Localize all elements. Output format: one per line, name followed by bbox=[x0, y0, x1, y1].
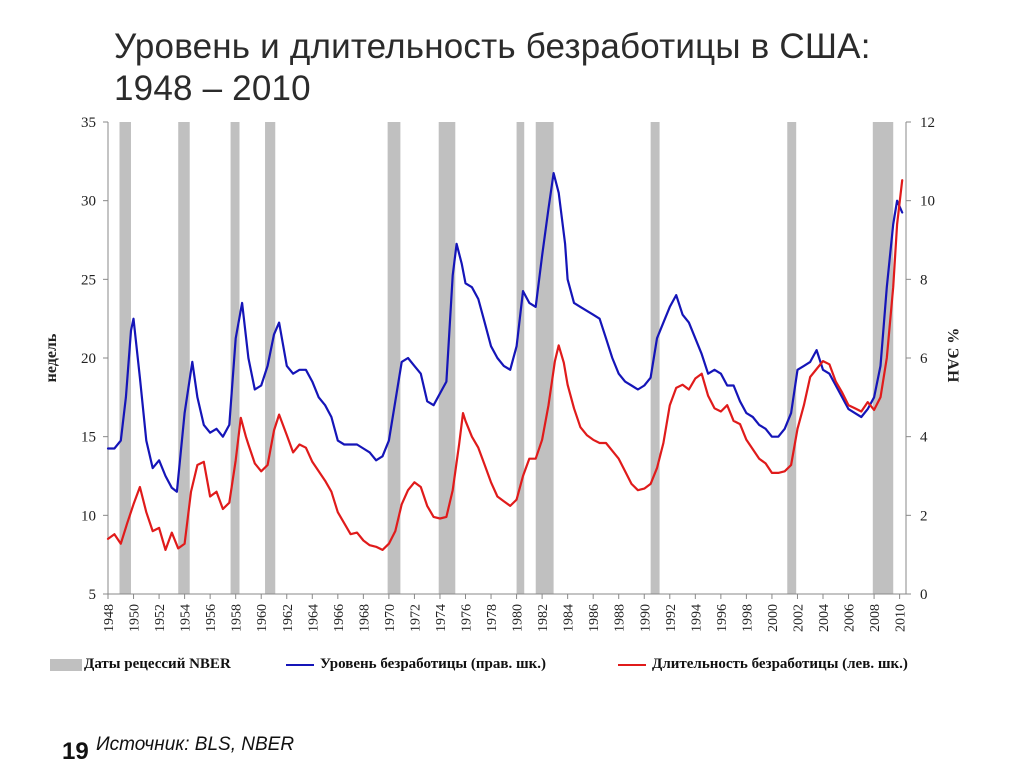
x-tick-label: 2000 bbox=[766, 604, 781, 632]
right-tick-label: 8 bbox=[920, 272, 928, 288]
x-tick-label: 1952 bbox=[153, 604, 168, 632]
title-line-1: Уровень и длительность безработицы в США… bbox=[114, 27, 871, 66]
title-line-2: 1948 – 2010 bbox=[114, 69, 311, 108]
left-tick-label: 5 bbox=[89, 587, 97, 603]
duration-swatch bbox=[618, 663, 646, 666]
left-tick-label: 15 bbox=[81, 430, 96, 446]
x-tick-label: 1986 bbox=[587, 604, 602, 632]
x-tick-label: 1966 bbox=[332, 604, 347, 632]
recession-band-7 bbox=[535, 122, 554, 594]
left-tick-label: 25 bbox=[81, 272, 96, 288]
unemployment-duration-line bbox=[106, 179, 904, 551]
right-axis-title: % ЭАН bbox=[944, 328, 961, 383]
x-tick-label: 1960 bbox=[255, 604, 270, 632]
left-tick-label: 35 bbox=[81, 115, 96, 131]
recession-swatch bbox=[50, 658, 82, 671]
recession-band-1 bbox=[178, 122, 190, 594]
x-tick-label: 1978 bbox=[485, 604, 500, 632]
x-tick-label: 1976 bbox=[460, 604, 475, 632]
page-number: 19 bbox=[62, 738, 89, 765]
left-tick-label: 30 bbox=[81, 194, 96, 210]
x-tick-label: 1982 bbox=[536, 604, 551, 632]
recession-band-10 bbox=[872, 122, 894, 594]
x-tick-label: 1996 bbox=[715, 604, 730, 632]
x-tick-label: 1988 bbox=[613, 604, 628, 632]
recession-band-0 bbox=[119, 122, 131, 594]
x-tick-label: 2008 bbox=[868, 604, 883, 632]
legend-duration-label: Длительность безработицы (лев. шк.) bbox=[652, 656, 908, 672]
x-tick-label: 1990 bbox=[638, 604, 653, 632]
x-tick-label: 1962 bbox=[281, 604, 296, 632]
right-tick-label: 2 bbox=[920, 508, 928, 524]
x-tick-label: 1992 bbox=[664, 604, 679, 632]
x-tick-label: 1970 bbox=[383, 604, 398, 632]
x-tick-label: 1994 bbox=[689, 604, 704, 632]
x-tick-label: 2004 bbox=[817, 604, 832, 632]
x-tick-label: 1998 bbox=[740, 604, 755, 632]
slide-title: Уровень и длительность безработицы в США… bbox=[114, 26, 871, 110]
x-tick-label: 1948 bbox=[102, 604, 117, 632]
x-tick-label: 1964 bbox=[306, 604, 321, 632]
left-tick-label: 20 bbox=[81, 351, 96, 367]
legend-rate-label: Уровень безработицы (прав. шк.) bbox=[320, 656, 547, 672]
recession-band-9 bbox=[787, 122, 797, 594]
x-tick-label: 1980 bbox=[511, 604, 526, 632]
slide-footer: 19 Источник: BLS, NBER bbox=[62, 734, 462, 765]
x-tick-label: 1974 bbox=[434, 604, 449, 632]
left-tick-label: 10 bbox=[81, 508, 96, 524]
legend-item-recession: Даты рецессий NBER bbox=[50, 656, 231, 673]
recession-band-8 bbox=[650, 122, 660, 594]
legend-item-rate: Уровень безработицы (прав. шк.) bbox=[286, 656, 546, 673]
x-tick-label: 1984 bbox=[562, 604, 577, 632]
right-tick-label: 6 bbox=[920, 351, 928, 367]
right-tick-label: 10 bbox=[920, 194, 935, 210]
legend-recession-label: Даты рецессий NBER bbox=[84, 656, 231, 672]
unemployment-chart: 5 10 15 20 25 30 35 0 2 4 6 8 10 12 1948 1950 1952 1954 19… bbox=[43, 115, 961, 632]
unemployment-rate-line bbox=[106, 172, 904, 493]
right-tick-label: 12 bbox=[920, 115, 935, 131]
x-tick-label: 2006 bbox=[843, 604, 858, 632]
x-tick-label: 2002 bbox=[791, 604, 806, 632]
rate-swatch bbox=[286, 663, 314, 666]
x-tick-label: 1968 bbox=[357, 604, 372, 632]
source-note: Источник: BLS, NBER bbox=[96, 734, 295, 755]
legend-item-duration: Длительность безработицы (лев. шк.) bbox=[618, 656, 908, 673]
right-tick-label: 0 bbox=[920, 587, 928, 603]
recession-band-4 bbox=[387, 122, 401, 594]
x-tick-label: 2010 bbox=[894, 604, 909, 632]
right-tick-label: 4 bbox=[920, 430, 928, 446]
x-tick-label: 1972 bbox=[408, 604, 423, 632]
x-tick-label: 1950 bbox=[128, 604, 143, 632]
left-axis-title: недель bbox=[43, 333, 60, 382]
recession-band-6 bbox=[516, 122, 525, 594]
x-tick-label: 1954 bbox=[179, 604, 194, 632]
x-tick-label: 1958 bbox=[230, 604, 245, 632]
chart-legend: Даты рецессий NBER Уровень безработицы (… bbox=[50, 656, 1010, 680]
x-tick-label: 1956 bbox=[204, 604, 219, 632]
